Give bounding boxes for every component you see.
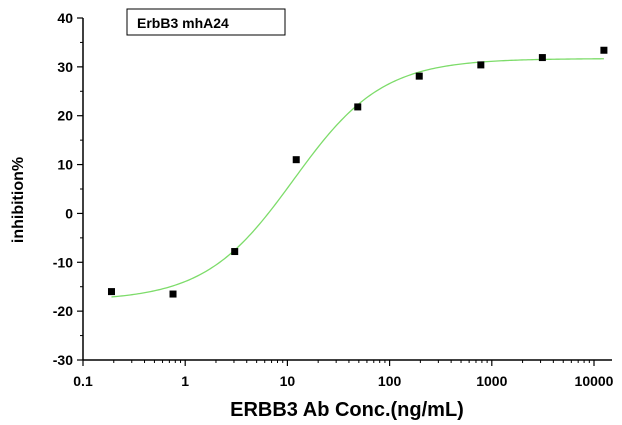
data-point: [415, 72, 423, 80]
data-point: [292, 156, 300, 164]
x-tick-label: 0.1: [73, 373, 93, 389]
tick-labels: -30 -20 -10 0 10 20 30 40 0.1 1 10 100 1000 10000: [53, 10, 614, 389]
x-tick-label: 1000: [476, 373, 507, 389]
data-point: [600, 46, 608, 54]
x-axis-title: ERBB3 Ab Conc.(ng/mL): [230, 399, 464, 421]
y-tick-label: -20: [53, 303, 73, 319]
legend: ErbB3 mhA24: [126, 8, 286, 36]
data-point: [169, 290, 177, 298]
data-point: [231, 248, 239, 256]
y-tick-label: 10: [57, 157, 73, 173]
legend-box: [126, 8, 286, 36]
x-tick-label: 10000: [575, 373, 614, 389]
plot-axes: [77, 17, 612, 366]
y-tick-label: -30: [53, 352, 73, 368]
legend-entry: ErbB3 mhA24: [137, 15, 229, 31]
data-point: [354, 103, 362, 111]
y-axis-title: inhibition%: [10, 157, 27, 243]
y-tick-label: 30: [57, 59, 73, 75]
y-tick-label: 0: [65, 205, 73, 221]
x-tick-label: 100: [378, 373, 402, 389]
data-point: [538, 54, 546, 62]
data-point: [477, 61, 485, 69]
x-tick-label: 1: [181, 373, 189, 389]
fit-curve: [111, 58, 604, 298]
data-points: [107, 46, 608, 298]
y-tick-label: 20: [57, 108, 73, 124]
y-tick-label: -10: [53, 254, 73, 270]
y-tick-label: 40: [57, 10, 73, 26]
x-tick-label: 10: [280, 373, 296, 389]
data-point: [107, 288, 115, 296]
